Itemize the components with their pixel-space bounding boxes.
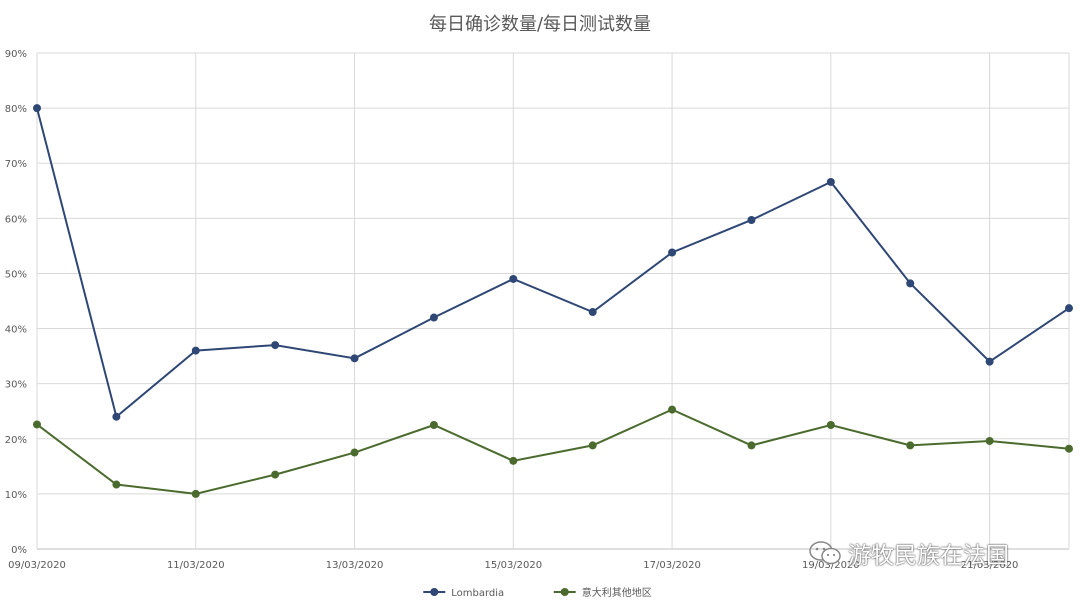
data-point <box>33 104 41 113</box>
x-tick-label: 17/03/2020 <box>643 560 701 571</box>
data-point <box>429 313 438 322</box>
data-point <box>191 346 200 355</box>
legend-marker-dot <box>560 588 569 596</box>
data-point <box>112 480 121 489</box>
y-tick-label: 60% <box>5 214 27 225</box>
y-tick-label: 40% <box>5 325 27 336</box>
x-tick-label: 21/03/2020 <box>961 560 1019 571</box>
data-point <box>350 448 359 457</box>
data-point <box>747 441 756 450</box>
data-point <box>112 412 121 421</box>
y-tick-label: 50% <box>5 269 27 280</box>
legend-label: 意大利其他地区 <box>582 586 652 599</box>
y-tick-label: 70% <box>5 159 27 170</box>
x-tick-label: 19/03/2020 <box>802 560 860 571</box>
watermark-text: 游牧民族在法国 <box>848 543 1009 569</box>
y-tick-label: 20% <box>5 435 27 446</box>
legend: Lombardia 意大利其他地区 <box>423 586 652 599</box>
data-point <box>668 248 677 257</box>
data-point <box>906 279 915 288</box>
y-tick-label: 80% <box>5 104 27 115</box>
data-point <box>271 341 280 350</box>
data-point <box>826 177 835 186</box>
series-layer <box>33 104 1073 498</box>
data-point <box>429 421 438 429</box>
legend-label: Lombardia <box>451 588 504 599</box>
x-axis-ticks: 09/03/2020 11/03/2020 13/03/2020 15/03/2020… <box>8 560 1018 571</box>
legend-marker-dot <box>430 588 439 596</box>
y-tick-label: 10% <box>5 490 27 501</box>
y-axis-ticks: 0% 10% 20% 30% 40% 50% 60% 70% 80% 90% <box>5 49 27 556</box>
data-point <box>33 420 41 429</box>
data-point <box>906 441 915 450</box>
data-point <box>191 489 200 498</box>
data-point <box>985 357 994 366</box>
grid-lines <box>36 52 1070 550</box>
x-tick-label: 15/03/2020 <box>484 560 542 571</box>
data-point <box>985 436 994 445</box>
y-tick-label: 30% <box>5 380 27 391</box>
data-point <box>271 470 280 479</box>
data-point <box>826 421 835 429</box>
y-tick-label: 0% <box>11 545 27 556</box>
data-point <box>1065 444 1073 453</box>
data-point <box>588 441 597 450</box>
watermark: 游牧民族在法国 <box>808 536 1009 570</box>
data-point <box>350 354 359 363</box>
data-point <box>668 405 677 414</box>
x-tick-label: 11/03/2020 <box>167 560 225 571</box>
series-line-0 <box>36 107 1070 419</box>
series-line-1 <box>36 408 1070 495</box>
wechat-icon <box>808 540 842 566</box>
data-point <box>747 215 756 224</box>
data-point <box>1065 304 1073 313</box>
x-tick-label: 09/03/2020 <box>8 560 66 571</box>
chart-title: 每日确诊数量/每日测试数量 <box>428 14 652 35</box>
data-point <box>509 274 518 283</box>
data-point <box>588 308 597 317</box>
y-tick-label: 90% <box>5 49 27 60</box>
x-tick-label: 13/03/2020 <box>326 560 384 571</box>
data-point <box>509 456 518 465</box>
